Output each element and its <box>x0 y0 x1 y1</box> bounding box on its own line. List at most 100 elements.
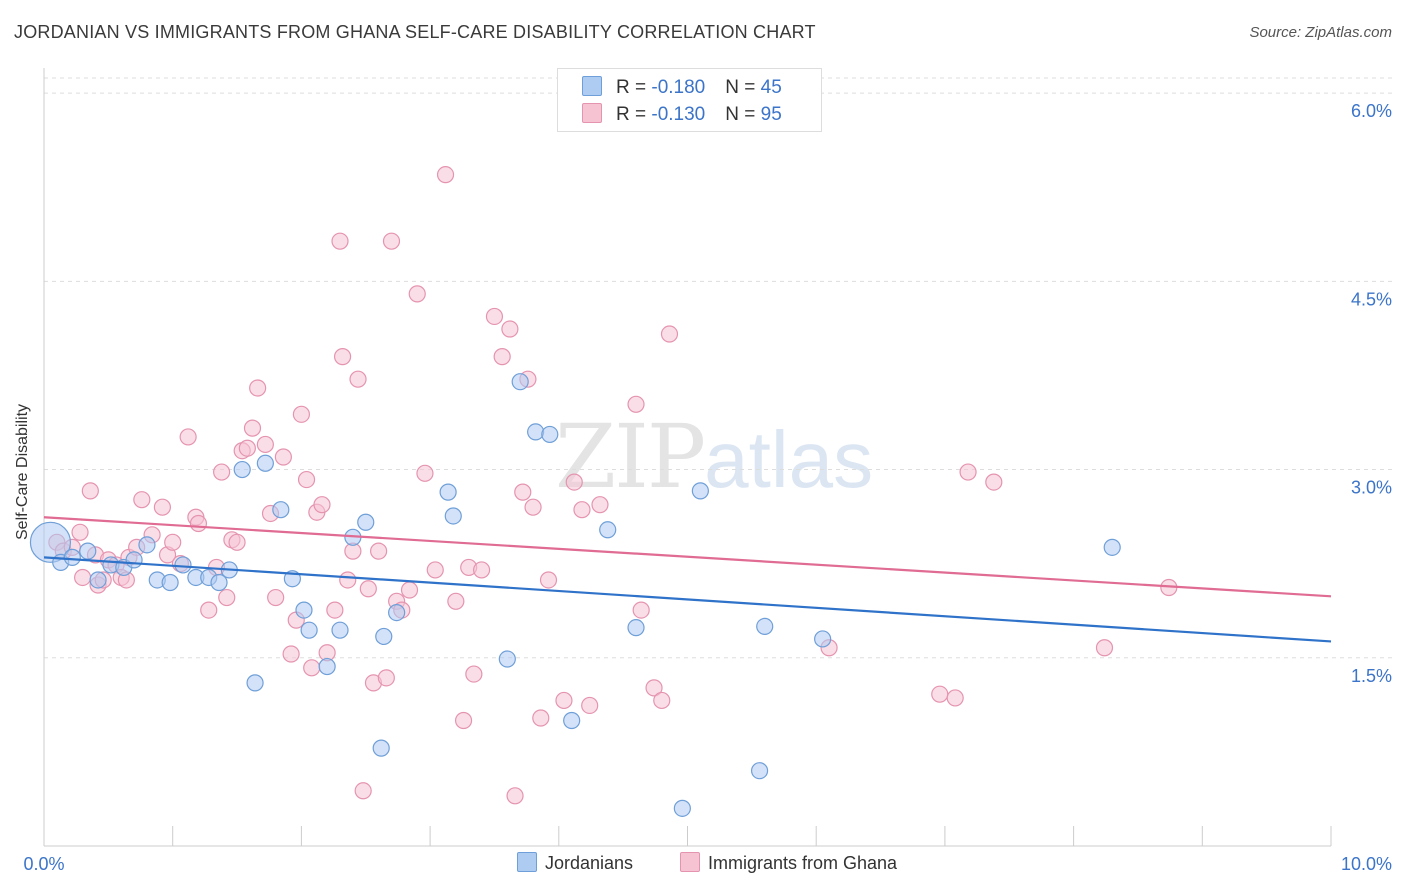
legend-n-value: 45 <box>760 77 782 98</box>
jordanian-point <box>331 621 349 639</box>
y-axis-label: Self-Care Disability <box>14 403 31 540</box>
ghana-point <box>292 405 310 423</box>
jordanian-point <box>210 573 228 592</box>
jordanian-point <box>527 423 545 441</box>
jordanian-point <box>246 674 264 692</box>
ghana-point <box>632 601 650 619</box>
x-tick-label: 0.0% <box>23 854 64 874</box>
ghana-point <box>591 496 609 514</box>
jordanian-point <box>563 711 581 730</box>
ghana-point <box>493 348 511 366</box>
ghana-point <box>472 561 491 579</box>
legend-r-value: -0.130 <box>651 104 706 125</box>
jordanian-point <box>161 573 179 592</box>
ghana-point <box>485 307 504 326</box>
jordanian-point <box>599 521 617 539</box>
jordanian-point <box>174 556 192 574</box>
ghana-point <box>333 348 352 366</box>
bottom-legend-label-ghana: Immigrants from Ghana <box>708 853 898 873</box>
ghana-point <box>238 439 256 457</box>
ghana-point <box>539 571 558 589</box>
ghana-point <box>71 523 89 541</box>
ghana-point <box>1095 639 1114 657</box>
jordanian-point <box>138 536 156 554</box>
ghana-point <box>326 601 344 619</box>
jordanian-point <box>541 425 559 444</box>
watermark-zip: ZIP <box>555 405 706 508</box>
legend-r-label: R = <box>616 104 652 125</box>
legend-r-value: -0.180 <box>651 77 706 98</box>
jordanian-point <box>627 619 645 637</box>
jordanian-point <box>233 460 251 479</box>
ghana-point <box>179 428 197 446</box>
chart-title: JORDANIAN VS IMMIGRANTS FROM GHANA SELF-… <box>14 22 816 42</box>
ghana-point <box>331 232 349 250</box>
ghana-point <box>645 679 663 697</box>
ghana-point <box>74 568 92 587</box>
ghana-point <box>164 533 182 551</box>
ghana-point <box>408 285 426 303</box>
jordanian-point <box>691 482 709 500</box>
ghana-point <box>256 435 274 454</box>
legend-row-ghana: R = -0.130 N = 95 <box>582 103 782 125</box>
jordanian-point <box>673 799 691 817</box>
jordanian-point <box>357 513 375 531</box>
jordanian-point <box>256 454 274 472</box>
ghana-point <box>297 470 316 489</box>
ghana-point <box>565 473 583 491</box>
ghana-point <box>349 370 367 388</box>
ghana-point <box>501 320 519 338</box>
jordanian-point <box>756 617 774 636</box>
legend-n-value: 95 <box>760 104 782 125</box>
jordanian-point <box>1103 538 1121 556</box>
ghana-point <box>189 514 208 533</box>
ghana-point <box>370 542 388 560</box>
ghana-point <box>532 709 550 727</box>
ghana-point <box>213 463 231 481</box>
ghana-point <box>946 689 964 707</box>
y-tick-label: 4.5% <box>1351 289 1392 309</box>
jordanian-point <box>89 571 107 589</box>
ghana-point <box>354 782 372 800</box>
jordanian-point <box>388 603 406 622</box>
jordanian-point <box>318 657 336 676</box>
jordanian-point <box>375 627 393 646</box>
jordanian-point <box>29 521 72 563</box>
ghana-point <box>377 669 395 687</box>
y-tick-label: 3.0% <box>1351 478 1392 498</box>
jordanian-point <box>814 630 832 648</box>
ghana-point <box>426 561 444 579</box>
ghana-point <box>228 533 246 551</box>
ghana-point <box>313 496 331 514</box>
ghana-point <box>249 379 267 397</box>
jordanian-trend-line <box>43 556 1332 643</box>
jordanian-point <box>750 762 769 780</box>
ghana-point <box>339 571 357 589</box>
ghana-point <box>81 482 99 500</box>
ghana-point <box>359 580 377 598</box>
ghana-point <box>400 581 419 599</box>
legend-r-label: R = <box>616 77 652 98</box>
correlation-legend: R = -0.180 N = 45 R = -0.130 N = 95 <box>557 68 822 132</box>
jordanian-point <box>295 601 313 619</box>
ghana-point <box>436 166 455 184</box>
jordanian-point <box>125 551 143 569</box>
ghana-point <box>382 232 401 250</box>
bottom-legend-ghana: Immigrants from Ghana <box>680 852 897 874</box>
ghana-point <box>274 448 292 466</box>
x-tick-label: 10.0% <box>1341 854 1392 874</box>
jordanian-point <box>372 739 390 757</box>
ghana-point <box>506 787 524 805</box>
ghana-point <box>282 645 300 663</box>
bottom-legend-label-jordanians: Jordanians <box>545 853 634 873</box>
ghana-point <box>653 691 671 710</box>
ghana-point <box>243 419 262 437</box>
jordanian-point <box>511 373 529 391</box>
ghana-point <box>959 463 977 481</box>
ghana-point <box>660 325 679 343</box>
ghana-point <box>581 696 599 715</box>
legend-n-label: N = <box>725 104 761 125</box>
bottom-legend-swatch-jordanians <box>517 852 537 872</box>
legend-swatch-ghana <box>582 103 602 123</box>
ghana-point <box>454 711 473 730</box>
